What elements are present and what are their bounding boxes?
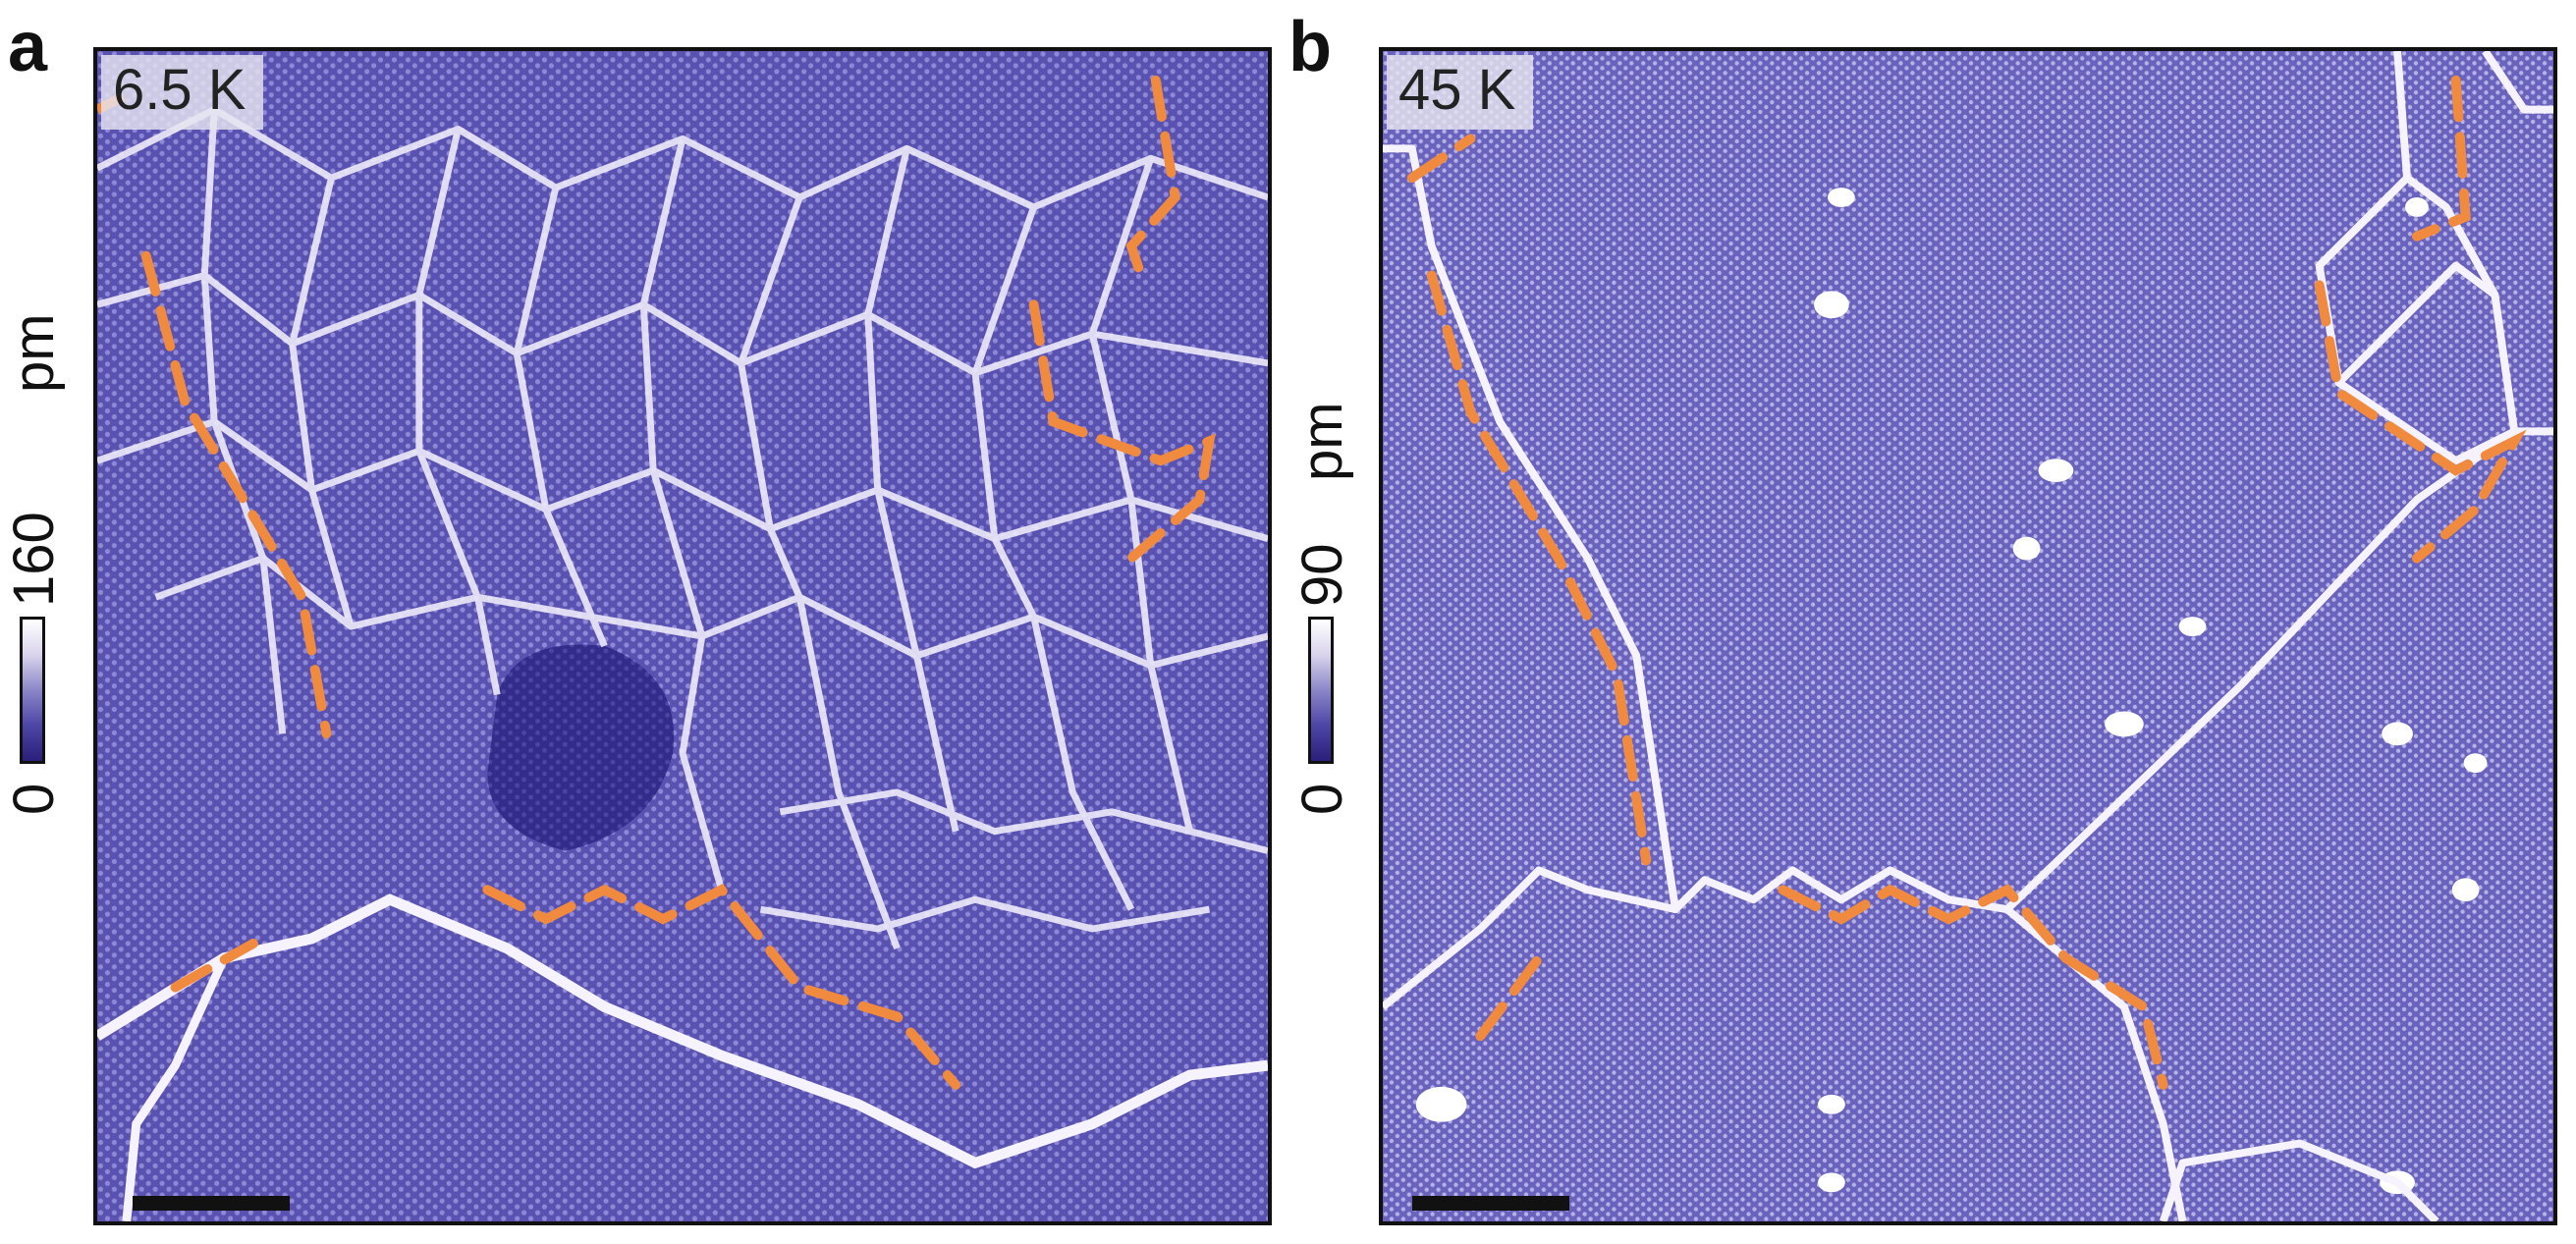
colorbar-b-min: 0 bbox=[1290, 783, 1354, 815]
colorbar-b: 0 90 pm bbox=[1290, 304, 1383, 815]
panel-a-letter: a bbox=[8, 8, 48, 86]
colorbar-a-unit: pm bbox=[2, 313, 66, 393]
colorbar-b-gradient bbox=[1308, 617, 1334, 764]
stm-image-a-graphic bbox=[97, 51, 1268, 1221]
colorbar-a: 0 160 pm bbox=[2, 304, 94, 815]
colorbar-b-unit: pm bbox=[1290, 402, 1354, 481]
stm-image-b-graphic bbox=[1383, 51, 2553, 1221]
scale-bar-b bbox=[1412, 1196, 1569, 1211]
colorbar-a-min: 0 bbox=[2, 783, 66, 815]
temperature-label-b: 45 K bbox=[1387, 55, 1534, 130]
stm-image-b: 45 K bbox=[1379, 47, 2557, 1225]
stm-image-a: 6.5 K bbox=[93, 47, 1272, 1225]
panel-b-letter: b bbox=[1288, 8, 1332, 86]
colorbar-a-max: 160 bbox=[2, 512, 66, 607]
colorbar-b-max: 90 bbox=[1290, 543, 1354, 607]
temperature-label-a: 6.5 K bbox=[101, 55, 264, 130]
scale-bar-a bbox=[133, 1196, 290, 1211]
colorbar-a-gradient bbox=[20, 617, 45, 764]
